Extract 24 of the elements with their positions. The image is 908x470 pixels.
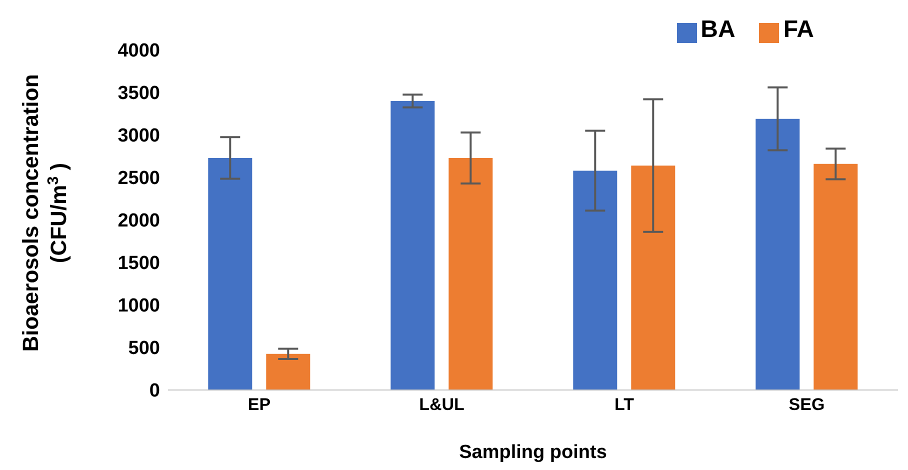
y-tick-label: 2000 bbox=[118, 210, 160, 232]
y-tick-label: 500 bbox=[128, 338, 160, 360]
bar bbox=[266, 354, 310, 390]
x-tick-label: LT bbox=[614, 395, 635, 414]
y-tick-label: 0 bbox=[149, 380, 160, 402]
bar bbox=[448, 158, 493, 390]
x-tick-label: EP bbox=[248, 395, 271, 414]
x-tick-label: L&UL bbox=[419, 395, 464, 414]
bar bbox=[208, 158, 252, 390]
y-tick-label: 3500 bbox=[118, 83, 160, 104]
y-tick-label: 3000 bbox=[118, 126, 160, 147]
y-tick-label: 1000 bbox=[118, 296, 160, 317]
bar bbox=[390, 101, 435, 390]
bar bbox=[814, 164, 858, 390]
bar bbox=[631, 166, 676, 390]
y-tick-label: 2500 bbox=[118, 168, 160, 190]
y-tick-label: 4000 bbox=[118, 40, 160, 62]
y-tick-label: 1500 bbox=[118, 253, 160, 274]
legend-label: FA bbox=[783, 16, 814, 43]
legend-label: BA bbox=[700, 16, 736, 43]
bar bbox=[756, 118, 800, 390]
x-axis-title: Sampling points bbox=[459, 442, 607, 463]
x-tick-label: SEG bbox=[788, 395, 825, 414]
bar bbox=[573, 170, 618, 390]
